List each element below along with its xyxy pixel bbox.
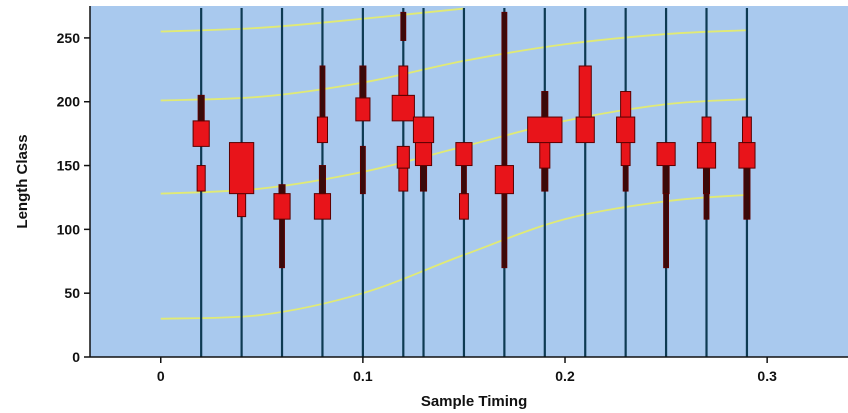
frequency-bar-5-2 [355, 97, 371, 122]
frequency-bar-4-4 [319, 65, 326, 118]
frequency-bar-8-2 [461, 165, 467, 195]
frequency-bar-11-1 [575, 116, 595, 144]
frequency-bar-5-3 [359, 65, 367, 99]
frequency-bar-13-3 [656, 142, 676, 167]
x-tick-label-2: 0.2 [555, 368, 575, 384]
x-axis-title: Sample Timing [421, 393, 527, 410]
frequency-bar-1-2 [192, 120, 210, 147]
x-tick-label-3: 0.3 [757, 368, 777, 384]
y-tick-label-50: 50 [64, 285, 80, 301]
frequency-bar-6-3 [391, 94, 415, 122]
frequency-bar-15-3 [741, 116, 752, 144]
x-tick-label-1: 0.1 [353, 368, 373, 384]
frequency-bars [192, 11, 756, 269]
frequency-bar-11-2 [578, 65, 592, 118]
frequency-bar-3-2 [273, 193, 291, 220]
frequency-bar-2-2 [228, 142, 255, 195]
frequency-bar-10-4 [541, 91, 549, 118]
y-tick-label-150: 150 [57, 158, 81, 174]
frequency-bar-15-2 [738, 142, 756, 169]
frequency-bar-8-3 [455, 142, 473, 167]
axes: 0 50 100 150 200 250 0 0.1 0.2 0.3 [57, 6, 848, 384]
frequency-bar-10-1 [541, 167, 549, 192]
frequency-bar-1-3 [197, 94, 205, 122]
frequency-bar-7-3 [412, 116, 435, 144]
frequency-bar-3-1 [279, 218, 285, 269]
frequency-bar-14-1 [703, 193, 710, 220]
frequency-bar-2-1 [237, 193, 247, 218]
frequency-bar-6-5 [400, 11, 407, 41]
frequency-bar-7-1 [419, 165, 428, 192]
y-tick-label-250: 250 [57, 30, 81, 46]
frequency-bar-3-3 [278, 184, 286, 195]
frequency-bar-7-2 [414, 142, 433, 167]
frequency-bar-13-1 [663, 193, 670, 269]
frequency-bar-9-1 [501, 193, 508, 269]
growth-curve-4 [160, 7, 465, 33]
frequency-bar-6-1 [398, 167, 409, 192]
frequency-bar-9-3 [501, 11, 508, 167]
frequency-bar-13-2 [662, 165, 670, 195]
frequency-bar-4-1 [313, 193, 332, 220]
frequency-bar-14-4 [701, 116, 712, 144]
frequency-bar-12-2 [620, 142, 631, 167]
frequency-bar-14-2 [702, 167, 711, 195]
plot-background [90, 6, 848, 357]
frequency-bar-8-1 [458, 193, 469, 220]
frequency-bar-6-4 [398, 65, 409, 96]
frequency-bar-12-3 [616, 116, 636, 144]
x-tick-label-0: 0 [157, 368, 165, 384]
frequency-bar-4-3 [316, 116, 329, 144]
frequency-bar-9-2 [494, 165, 514, 195]
frequency-bar-6-2 [396, 145, 410, 169]
frequency-bar-4-2 [318, 165, 326, 195]
y-tick-label-200: 200 [57, 94, 81, 110]
y-axis-title: Length Class [14, 134, 31, 228]
y-tick-label-0: 0 [72, 349, 80, 365]
frequency-bar-12-1 [622, 165, 629, 192]
frequency-bar-10-2 [539, 142, 551, 169]
frequency-bar-14-3 [696, 142, 717, 169]
y-tick-label-100: 100 [57, 221, 81, 237]
frequency-bar-5-1 [359, 145, 366, 195]
frequency-bar-10-3 [527, 116, 563, 144]
frequency-bar-12-4 [620, 91, 632, 118]
frequency-bar-1-1 [196, 165, 206, 192]
frequency-bar-15-1 [743, 167, 751, 220]
